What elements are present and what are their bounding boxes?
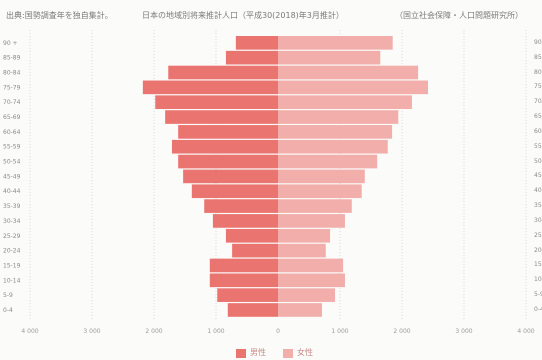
age-label: 5-9: [3, 292, 13, 299]
bar-male: [209, 258, 278, 273]
legend-swatch-female: [283, 349, 293, 358]
bar-female: [278, 228, 331, 243]
age-label: 80-84: [3, 70, 21, 77]
bar-male: [235, 36, 278, 50]
bar-male: [142, 80, 278, 95]
x-tick-label: 4 000: [21, 328, 38, 335]
institute-note: （国立社会保障・人口問題研究所）: [395, 11, 523, 20]
bar-male: [191, 184, 278, 199]
age-label: 55-59: [3, 144, 21, 151]
bar-male: [204, 199, 278, 213]
bar-male: [155, 95, 278, 110]
age-label-right: 15-19: [534, 261, 542, 269]
age-label: 85-89: [3, 55, 21, 62]
age-label-right: 40-44: [534, 187, 542, 195]
bar-female: [278, 125, 393, 139]
legend-label-female: 女性: [297, 348, 313, 357]
male-bars: [142, 36, 278, 317]
age-label-right: 30-34: [534, 216, 542, 224]
legend-swatch-male: [236, 349, 246, 358]
female-bars: [278, 36, 429, 317]
legend-label-male: 男性: [250, 348, 266, 357]
bar-male: [225, 50, 278, 65]
age-label-right: 35-39: [534, 202, 542, 210]
bar-female: [278, 258, 344, 273]
age-label: 35-39: [3, 203, 21, 210]
bar-female: [278, 184, 362, 199]
bar-female: [278, 199, 352, 213]
bar-female: [278, 50, 381, 65]
age-label-right: 75-79: [534, 83, 542, 91]
bar-male: [178, 154, 278, 169]
bar-female: [278, 139, 388, 154]
x-tick-label: 1 000: [207, 328, 224, 335]
x-tick-label: 2 000: [393, 328, 410, 335]
bar-female: [278, 303, 323, 317]
projection-source-note: 日本の地域別将来推計人口（平成30(2018)年3月推計）: [142, 11, 344, 20]
x-axis-tick-labels: 4 000 3 000 2 000 1 000 0 1 000 2 000 3 000 4 00…: [21, 328, 534, 335]
bar-male: [212, 214, 278, 228]
age-label: 65-69: [3, 114, 21, 121]
bar-male: [168, 65, 278, 80]
bar-female: [278, 288, 336, 302]
age-label-right: 50-54: [534, 157, 542, 165]
bar-female: [278, 80, 429, 95]
age-label-right: 25-29: [534, 231, 542, 239]
x-tick-label: 2 000: [145, 328, 162, 335]
bar-female: [278, 214, 345, 228]
age-label-right: 65-69: [534, 113, 542, 121]
x-tick-label: 3 000: [83, 328, 100, 335]
age-label: 60-64: [3, 129, 21, 136]
bar-female: [278, 65, 419, 80]
age-label: 25-29: [3, 233, 21, 240]
x-tick-label: 4 000: [517, 328, 534, 335]
age-label-right: 0-4: [534, 305, 542, 313]
bar-male: [183, 169, 278, 184]
bar-female: [278, 243, 326, 258]
age-label-right: 20-24: [534, 246, 542, 254]
bar-female: [278, 110, 399, 124]
age-label: 70-74: [3, 99, 21, 106]
age-label: 50-54: [3, 159, 21, 166]
age-label: 90 +: [3, 40, 18, 47]
age-label-right: 70-74: [534, 98, 542, 106]
age-label: 40-44: [3, 188, 21, 195]
right-age-axis: 90 + 85-89 80-84 75-79 70-74 65-69 60-64 55-59 5…: [534, 0, 542, 360]
bar-male: [227, 303, 278, 317]
bar-male: [225, 228, 278, 243]
age-label-right: 45-49: [534, 172, 542, 180]
bar-male: [217, 288, 278, 302]
age-label-right: 80-84: [534, 68, 542, 76]
bar-male: [171, 139, 278, 154]
source-note: 出典:国勢調査年を独自集計。: [6, 11, 113, 20]
x-tick-label: 1 000: [331, 328, 348, 335]
age-label-right: 55-59: [534, 142, 542, 150]
age-label: 45-49: [3, 173, 21, 180]
age-label: 15-19: [3, 262, 21, 269]
age-label-right: 85-89: [534, 53, 542, 61]
age-label-right: 60-64: [534, 127, 542, 135]
age-label: 0-4: [3, 307, 13, 314]
age-label-right: 10-14: [534, 276, 542, 284]
age-label: 10-14: [3, 277, 21, 284]
bar-male: [232, 243, 278, 258]
age-label: 30-34: [3, 218, 21, 225]
x-tick-label: 3 000: [455, 328, 472, 335]
bar-female: [278, 169, 365, 184]
x-tick-label: 0: [276, 328, 280, 335]
bar-female: [278, 273, 345, 288]
age-label: 20-24: [3, 248, 21, 255]
bar-male: [178, 125, 278, 139]
age-label: 75-79: [3, 84, 21, 91]
bar-female: [278, 36, 393, 50]
age-label-right: 90 +: [534, 38, 542, 46]
age-label-right: 5-9: [534, 291, 542, 299]
bar-male: [209, 273, 278, 288]
bar-male: [165, 110, 278, 124]
age-axis-labels: 90 + 85-89 80-84 75-79 70-74 65-69 60-64 55-59 5…: [3, 40, 21, 314]
bar-female: [278, 95, 412, 110]
bar-female: [278, 154, 378, 169]
